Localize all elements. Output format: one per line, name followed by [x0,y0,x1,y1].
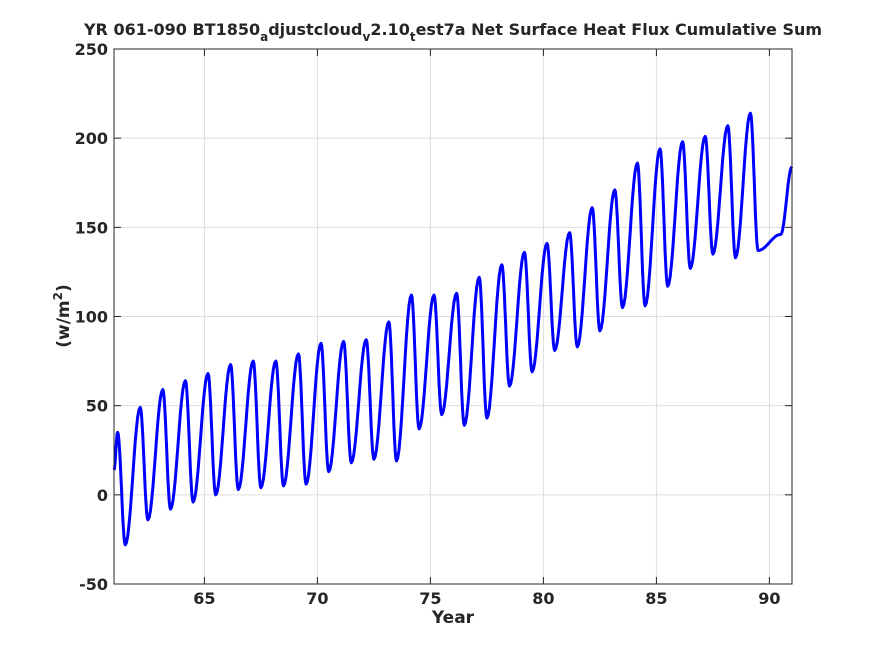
x-axis-label: Year [431,608,475,628]
y-tick-label: 100 [75,308,108,327]
title-segment: a [260,30,268,44]
y-axis-label-close: ) [54,284,74,292]
chart-title: YR 061-090 BT1850adjustcloudv2.10test7a … [83,20,822,44]
series-line [112,111,794,547]
y-axis-label-superscript: 2 [51,292,65,300]
title-segment: 2.10 [370,20,409,39]
title-segment: v [363,30,371,44]
title-segment: djustcloud [268,20,362,39]
x-tick-label: 75 [419,589,441,608]
x-tick-label: 65 [193,589,215,608]
x-tick-label: 80 [532,589,554,608]
y-tick-label: 150 [75,218,108,237]
x-tick-label: 90 [758,589,780,608]
tick-labels: 65 70 75 80 85 90 -50 0 50 100 150 200 250 [75,40,781,608]
y-axis-label: (w/m2) [51,284,74,348]
title-segment: t [410,30,416,44]
title-segment: est7a Net Surface Heat Flux Cumulative S… [416,20,822,39]
axis-ticks [114,48,792,585]
y-tick-label: 200 [75,129,108,148]
x-tick-label: 85 [645,589,667,608]
plot-data [112,111,794,547]
y-tick-label: -50 [79,575,108,594]
title-segment: YR 061-090 BT1850 [83,20,260,39]
y-tick-label: 250 [75,40,108,59]
y-tick-label: 0 [97,486,108,505]
y-tick-label: 50 [86,397,108,416]
y-axis-label-main: (w/m [54,300,74,347]
x-tick-label: 70 [306,589,328,608]
